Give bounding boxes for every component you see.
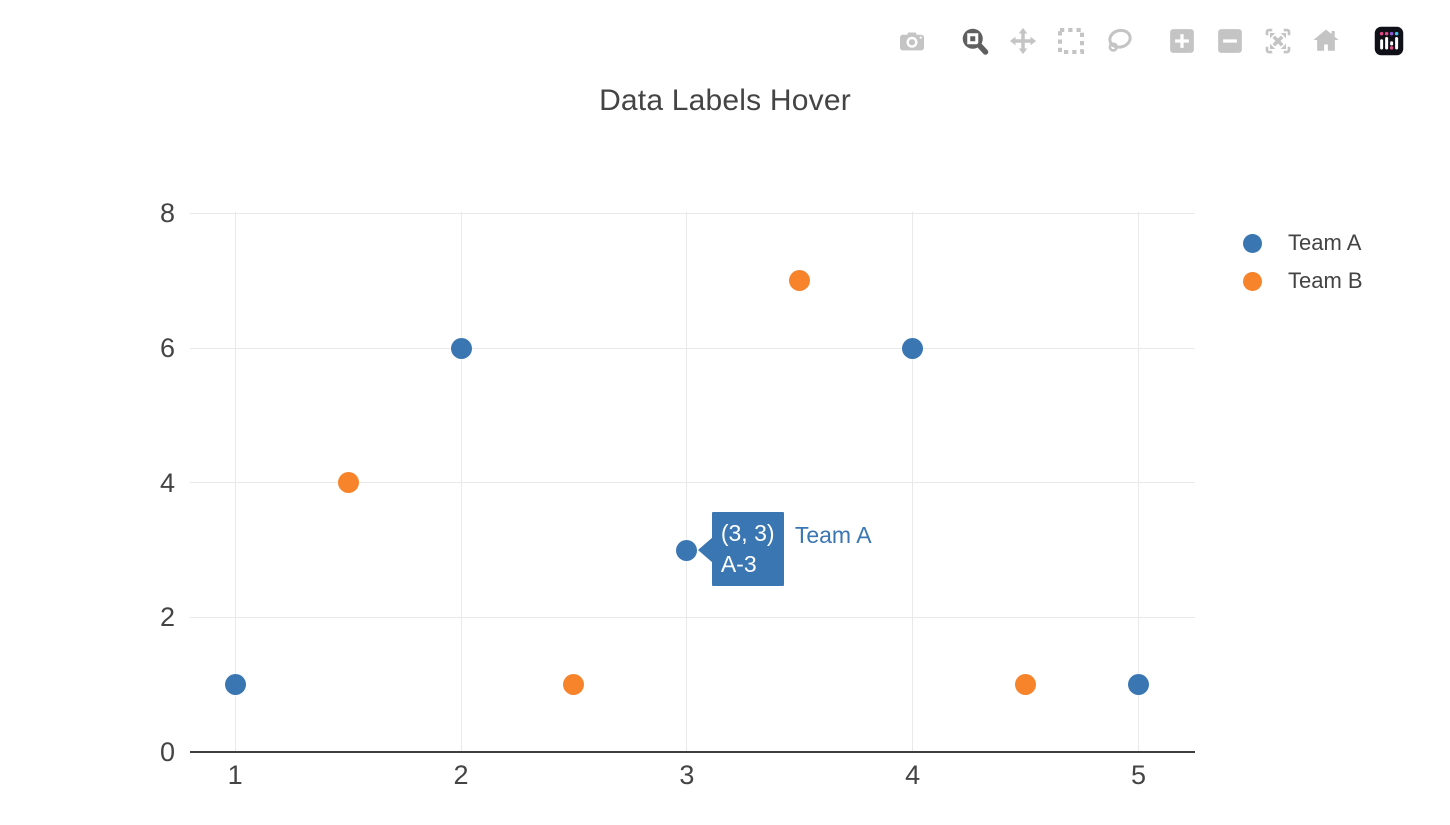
legend: Team A Team B: [1243, 224, 1363, 300]
gridline-x-5: [1138, 212, 1140, 752]
y-tick-label: 2: [159, 602, 175, 633]
data-point-team-a[interactable]: [224, 674, 246, 696]
box-select-icon: [1056, 26, 1086, 56]
y-tick-label: 6: [159, 333, 175, 363]
legend-label-team-a: Team A: [1288, 230, 1362, 255]
data-point-team-a[interactable]: [902, 337, 924, 359]
legend-label-team-b: Team B: [1288, 268, 1363, 293]
zoom-icon: [960, 26, 990, 56]
gridline-x-2: [460, 212, 462, 752]
plot-area[interactable]: (3, 3) A-3 Team A 1 2 3 4 5 0 2 4 6 8: [160, 198, 1195, 790]
legend-item-team-a[interactable]: Team A: [1243, 224, 1363, 262]
zoom-in-button[interactable]: [1165, 24, 1199, 58]
hover-trace-name: Team A: [794, 522, 872, 548]
hover-tooltip-arrow-icon: [697, 537, 713, 563]
x-tick-label: 3: [679, 760, 695, 790]
legend-marker-team-b-icon: [1243, 271, 1262, 291]
zoom-button[interactable]: [958, 24, 992, 58]
camera-icon: [897, 26, 927, 56]
modebar: [895, 24, 1406, 58]
y-tick-label: 0: [159, 737, 175, 767]
zoom-in-icon: [1167, 26, 1197, 56]
plotly-logo-button[interactable]: [1372, 24, 1406, 58]
camera-button[interactable]: [895, 24, 929, 58]
pan-icon: [1008, 26, 1038, 56]
x-tick-label: 4: [905, 760, 921, 790]
zoom-out-button[interactable]: [1213, 24, 1247, 58]
box-select-button[interactable]: [1054, 24, 1088, 58]
data-point-team-a[interactable]: [450, 337, 472, 359]
hover-point-label: A-3: [720, 551, 757, 577]
data-point-team-a[interactable]: [676, 539, 698, 561]
lasso-select-button[interactable]: [1102, 24, 1136, 58]
reset-axes-button[interactable]: [1309, 24, 1343, 58]
gridline-y-6: [190, 347, 1195, 349]
lasso-select-icon: [1104, 26, 1134, 56]
hover-tooltip: (3, 3) A-3: [697, 512, 784, 586]
chart-title: Data Labels Hover: [599, 84, 851, 117]
pan-button[interactable]: [1006, 24, 1040, 58]
y-tick-label: 8: [159, 198, 175, 229]
data-point-team-b[interactable]: [1015, 674, 1037, 696]
gridline-y-4: [190, 482, 1195, 484]
zoom-out-icon: [1215, 26, 1245, 56]
autoscale-button[interactable]: [1261, 24, 1295, 58]
x-tick-label: 2: [453, 760, 469, 790]
x-tick-label: 5: [1131, 760, 1147, 790]
x-tick-label: 1: [227, 760, 243, 790]
gridline-x-4: [912, 212, 914, 752]
autoscale-icon: [1263, 26, 1293, 56]
hover-coords: (3, 3): [720, 520, 775, 546]
data-point-team-a[interactable]: [1128, 674, 1150, 696]
gridline-y-8: [190, 212, 1195, 214]
gridline-x-1: [234, 212, 236, 752]
data-point-team-b[interactable]: [337, 472, 359, 494]
data-point-team-b[interactable]: [789, 270, 811, 292]
plotly-logo-icon: [1374, 26, 1404, 56]
y-tick-label: 4: [159, 467, 175, 498]
gridline-y-2: [190, 616, 1195, 618]
legend-item-team-b[interactable]: Team B: [1243, 262, 1363, 300]
legend-marker-team-a-icon: [1243, 233, 1262, 253]
x-axis-line: [190, 751, 1195, 753]
gridline-x-3: [686, 212, 688, 752]
reset-axes-icon: [1311, 26, 1341, 56]
data-point-team-b[interactable]: [563, 674, 585, 696]
